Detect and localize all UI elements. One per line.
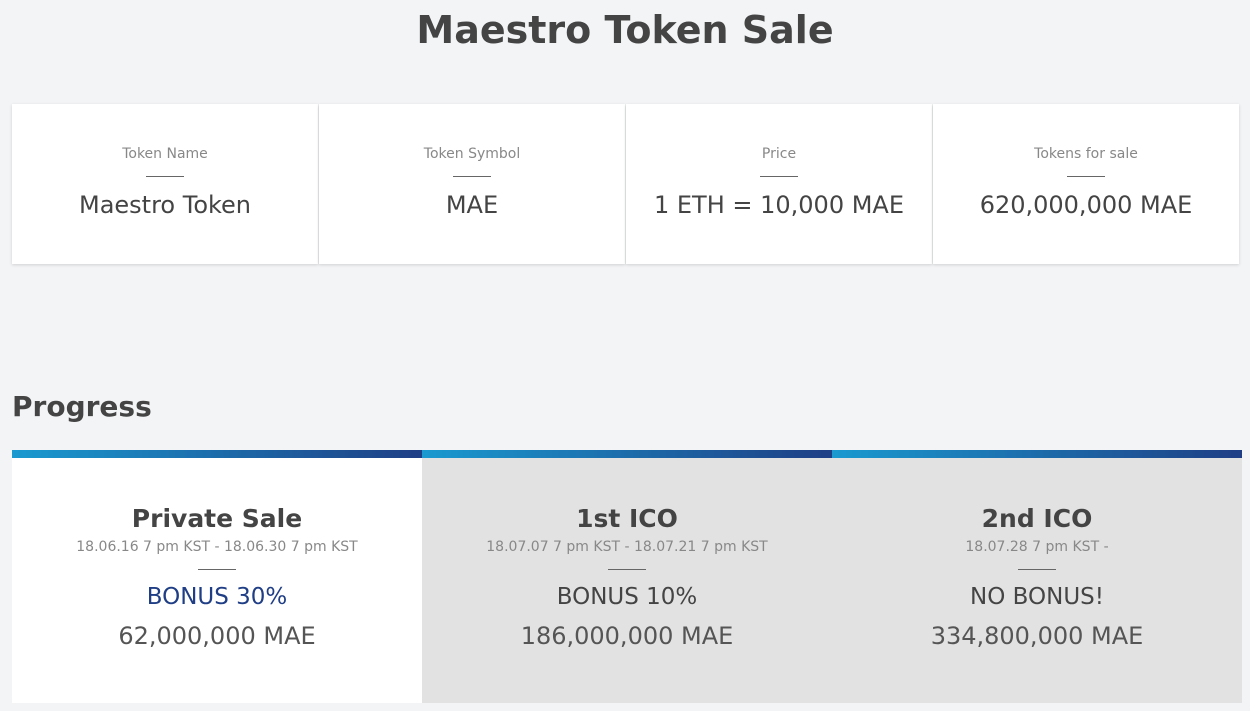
divider xyxy=(608,569,646,570)
stage-dates: 18.07.07 7 pm KST - 18.07.21 7 pm KST xyxy=(486,539,768,555)
info-label: Token Name xyxy=(122,146,208,162)
stage-name: Private Sale xyxy=(131,504,303,533)
stages: Private Sale 18.06.16 7 pm KST - 18.06.30… xyxy=(12,450,1242,703)
info-label: Price xyxy=(761,146,797,162)
info-value: MAE xyxy=(445,191,499,219)
stage-name: 1st ICO xyxy=(576,504,678,533)
stage-amount: 334,800,000 MAE xyxy=(930,622,1144,650)
divider xyxy=(760,176,798,177)
info-card: Token Symbol MAE xyxy=(319,104,625,264)
stage-dates: 18.06.16 7 pm KST - 18.06.30 7 pm KST xyxy=(76,539,358,555)
divider xyxy=(1018,569,1056,570)
divider xyxy=(198,569,236,570)
stage-card: 2nd ICO 18.07.28 7 pm KST - NO BONUS! 334,8… xyxy=(832,450,1242,703)
divider xyxy=(146,176,184,177)
info-value: 620,000,000 MAE xyxy=(979,191,1193,219)
info-card: Token Name Maestro Token xyxy=(12,104,318,264)
info-card: Tokens for sale 620,000,000 MAE xyxy=(933,104,1239,264)
divider xyxy=(1067,176,1105,177)
progress-title: Progress xyxy=(12,390,152,423)
stage-bonus: BONUS 30% xyxy=(146,584,288,610)
stage-card: Private Sale 18.06.16 7 pm KST - 18.06.30… xyxy=(12,450,422,703)
stage-bonus: NO BONUS! xyxy=(970,584,1104,610)
divider xyxy=(453,176,491,177)
stage-amount: 62,000,000 MAE xyxy=(118,622,316,650)
stage-name: 2nd ICO xyxy=(981,504,1093,533)
info-value: Maestro Token xyxy=(78,191,252,219)
stage-dates: 18.07.28 7 pm KST - xyxy=(965,539,1109,555)
title: Maestro Token Sale xyxy=(416,8,834,52)
stage-amount: 186,000,000 MAE xyxy=(520,622,734,650)
stage-bonus: BONUS 10% xyxy=(556,584,698,610)
info-card: Price 1 ETH = 10,000 MAE xyxy=(626,104,932,264)
info-label: Token Symbol xyxy=(423,146,521,162)
info-label: Tokens for sale xyxy=(1034,146,1138,162)
info-row: Token Name Maestro Token Token Symbol MAE Pr… xyxy=(12,104,1240,264)
stage-card: 1st ICO 18.07.07 7 pm KST - 18.07.21 7 pm… xyxy=(422,450,832,703)
info-value: 1 ETH = 10,000 MAE xyxy=(653,191,905,219)
